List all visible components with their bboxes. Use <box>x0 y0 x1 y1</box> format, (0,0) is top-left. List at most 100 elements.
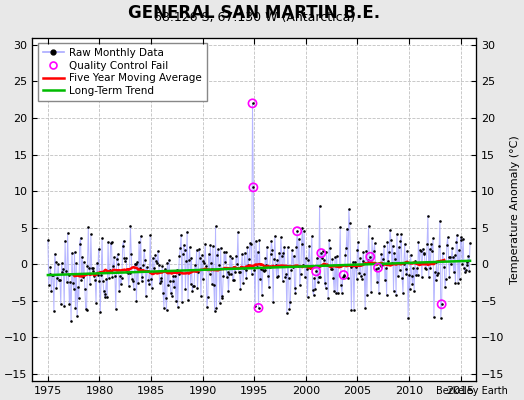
Point <box>46 271 54 278</box>
Point <box>300 228 308 234</box>
Point <box>207 260 215 266</box>
Point <box>115 288 124 294</box>
Point <box>53 275 61 281</box>
Point <box>294 236 303 242</box>
Point <box>271 262 280 268</box>
Point <box>162 307 171 314</box>
Point <box>106 267 114 274</box>
Point <box>147 276 155 282</box>
Point <box>452 239 461 246</box>
Point <box>223 268 232 275</box>
Point <box>114 260 123 267</box>
Point <box>415 260 423 266</box>
Point <box>72 260 81 266</box>
Point <box>220 249 228 255</box>
Point <box>94 246 103 252</box>
Point <box>294 263 302 269</box>
Point <box>223 274 231 280</box>
Point <box>271 233 279 240</box>
Point <box>328 256 336 262</box>
Point <box>419 250 428 256</box>
Point <box>463 262 472 268</box>
Point <box>288 247 296 253</box>
Point <box>192 268 200 274</box>
Point <box>92 299 100 306</box>
Point <box>399 289 407 296</box>
Point <box>436 314 445 321</box>
Point <box>266 264 274 270</box>
Point <box>244 262 253 268</box>
Point <box>420 251 429 257</box>
Point <box>243 244 252 250</box>
Point <box>302 265 311 272</box>
Point <box>267 238 276 244</box>
Point <box>169 272 178 279</box>
Point <box>376 262 385 269</box>
Point <box>196 293 205 299</box>
Point <box>448 245 456 251</box>
Point <box>428 248 436 254</box>
Point <box>106 240 115 246</box>
Point <box>346 264 355 271</box>
Point <box>190 283 198 289</box>
Point <box>189 283 198 289</box>
Point <box>52 284 61 291</box>
Point <box>449 254 457 260</box>
Point <box>77 234 85 241</box>
Point <box>175 252 183 259</box>
Point <box>347 307 356 313</box>
Point <box>248 100 257 106</box>
Point <box>86 231 95 238</box>
Point <box>101 294 109 300</box>
Point <box>129 278 137 284</box>
Point <box>301 274 309 280</box>
Point <box>249 184 258 190</box>
Point <box>445 273 454 280</box>
Point <box>216 300 224 306</box>
Point <box>125 270 134 276</box>
Point <box>461 269 469 275</box>
Point <box>60 302 69 309</box>
Point <box>314 279 322 286</box>
Point <box>439 256 447 263</box>
Point <box>219 272 227 279</box>
Point <box>292 244 301 250</box>
Point <box>375 290 383 296</box>
Point <box>152 258 160 264</box>
Point <box>254 305 263 311</box>
Point <box>307 263 315 270</box>
Point <box>350 307 358 313</box>
Point <box>372 265 380 272</box>
Point <box>204 294 212 300</box>
Point <box>48 272 57 278</box>
Point <box>47 288 56 294</box>
Point <box>278 252 286 259</box>
Point <box>144 277 152 283</box>
Point <box>124 270 132 277</box>
Point <box>149 265 158 272</box>
Point <box>161 294 170 301</box>
Point <box>180 246 189 253</box>
Point <box>341 252 350 258</box>
Point <box>262 262 270 268</box>
Point <box>406 286 414 292</box>
Point <box>208 281 216 287</box>
Point <box>200 260 209 266</box>
Point <box>417 248 425 254</box>
Point <box>141 293 150 300</box>
Point <box>221 259 229 265</box>
Point <box>312 268 320 274</box>
Point <box>168 278 177 284</box>
Point <box>265 284 273 290</box>
Point <box>86 281 94 287</box>
Point <box>443 242 451 248</box>
Point <box>381 277 389 283</box>
Point <box>79 274 88 280</box>
Point <box>340 272 348 278</box>
Point <box>321 285 330 291</box>
Point <box>316 274 324 280</box>
Point <box>62 279 71 286</box>
Point <box>146 232 155 238</box>
Point <box>442 276 450 282</box>
Point <box>237 264 246 270</box>
